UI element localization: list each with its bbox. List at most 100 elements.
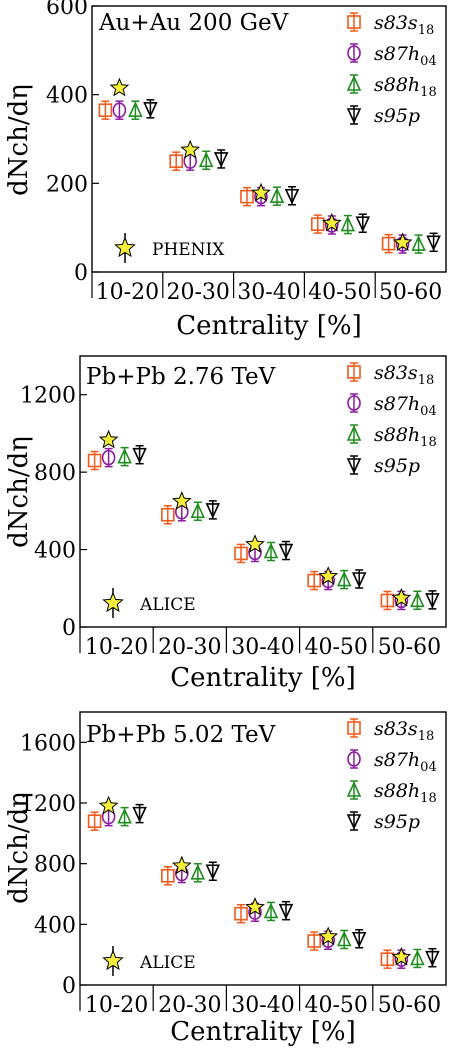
- data-point-s95p: [143, 102, 158, 118]
- data-point-s95p: [132, 447, 147, 464]
- data-point-s88h18: [410, 591, 425, 608]
- data-point-s83s18: [234, 546, 248, 561]
- x-axis-label: Centrality [%]: [170, 1017, 355, 1047]
- data-point-s88h18: [263, 542, 279, 559]
- y-tick-label: 400: [46, 84, 88, 109]
- chart-title: Pb+Pb 5.02 TeV: [86, 722, 276, 748]
- legend-label: s83s18: [374, 12, 434, 38]
- experiment-point: [391, 587, 412, 607]
- data-point-s95p: [278, 543, 294, 560]
- experiment-point: [392, 232, 413, 252]
- data-point-s83s18: [87, 814, 102, 829]
- legend-marker-s95p: [346, 108, 362, 124]
- data-point-s95p: [205, 864, 221, 881]
- experiment-point: [245, 896, 265, 916]
- data-point-s88h18: [198, 151, 214, 168]
- experiment-legend-marker: [114, 236, 136, 258]
- data-point-s83s18: [380, 952, 395, 967]
- y-tick-label: 0: [62, 974, 76, 999]
- y-tick-label: 1600: [20, 731, 76, 756]
- x-tick-label: 50-60: [379, 280, 442, 305]
- chart-panel-2: 0 400 800 1200 10-20 20-30 30-40 40-50 50-60 Cent…: [4, 355, 447, 693]
- x-tick-label: 40-50: [304, 635, 367, 660]
- data-point-s83s18: [240, 189, 254, 204]
- y-axis-label: dNch/dη: [4, 792, 34, 904]
- chart-title: Au+Au 200 GeV: [98, 10, 289, 36]
- plot-frame: [91, 5, 447, 273]
- experiment-point: [180, 139, 201, 159]
- experiment-legend-label: ALICE: [139, 953, 196, 973]
- data-point-s87h04: [112, 102, 127, 118]
- data-point-s88h18: [190, 863, 206, 880]
- legend-marker-s88h18: [346, 425, 362, 441]
- experiment-point: [98, 429, 119, 449]
- y-tick-label: 0: [62, 616, 76, 641]
- legend-marker-s88h18: [346, 781, 362, 797]
- data-point-s88h18: [340, 215, 356, 232]
- experiment-point: [245, 534, 265, 553]
- legend-marker-s95p: [346, 814, 362, 830]
- experiment-point: [318, 926, 339, 946]
- y-tick-label: 1200: [20, 384, 76, 409]
- x-tick-label: 10-20: [96, 280, 159, 305]
- data-point-s95p: [213, 152, 229, 168]
- x-axis-label: Centrality [%]: [170, 663, 355, 693]
- data-point-s83s18: [380, 593, 395, 608]
- y-axis-label: dNch/dη: [4, 84, 34, 196]
- x-tick-label: 30-40: [237, 280, 300, 305]
- x-axis-label: Centrality [%]: [176, 311, 361, 341]
- data-point-s83s18: [307, 573, 322, 588]
- chart-title: Pb+Pb 2.76 TeV: [86, 364, 276, 390]
- x-tick-label: 30-40: [231, 993, 294, 1018]
- legend-label: s87h04: [374, 749, 437, 775]
- x-tick-label: 40-50: [308, 280, 371, 305]
- legend-marker-s87h04: [347, 395, 361, 411]
- x-tick-label: 40-50: [304, 993, 367, 1018]
- plot-frame: [79, 355, 447, 628]
- y-tick-label: 0: [74, 261, 88, 286]
- y-tick-label: 800: [34, 461, 76, 486]
- experiment-legend-label: ALICE: [139, 595, 196, 615]
- y-axis-label: dNch/dη: [4, 436, 34, 548]
- data-point-s95p: [426, 235, 441, 252]
- legend-label: s83s18: [374, 362, 434, 388]
- y-tick-label: 600: [46, 0, 88, 20]
- data-point-s88h18: [336, 930, 352, 947]
- data-point-s83s18: [381, 236, 396, 251]
- data-point-s95p: [351, 572, 367, 588]
- x-tick-label: 50-60: [378, 635, 441, 660]
- data-point-s95p: [284, 188, 300, 205]
- x-tick-label: 10-20: [85, 635, 148, 660]
- legend-label: s87h04: [374, 393, 437, 419]
- data-point-s95p: [132, 806, 147, 823]
- x-tick-label: 20-30: [158, 993, 221, 1018]
- legend-label: s83s18: [374, 718, 434, 744]
- data-point-s88h18: [117, 807, 132, 824]
- data-point-s95p: [278, 903, 294, 920]
- chart-panel-3: 0 400 800 1200 1600 10-20 20-30 30-40 40-50 50-60…: [4, 711, 447, 1047]
- plot-frame: [79, 711, 447, 986]
- legend-label: s95p: [374, 455, 420, 477]
- data-point-s95p: [205, 503, 221, 519]
- x-tick-label: 20-30: [166, 280, 229, 305]
- data-point-s88h18: [190, 502, 206, 519]
- legend-label: s87h04: [374, 43, 437, 69]
- legend-marker-s87h04: [347, 751, 361, 767]
- data-point-s83s18: [307, 934, 322, 948]
- data-point-s83s18: [234, 906, 248, 921]
- experiment-legend-marker: [102, 591, 124, 613]
- legend-marker-s83s18: [347, 365, 361, 379]
- experiment-point: [321, 212, 342, 232]
- data-point-s88h18: [263, 902, 279, 919]
- data-point-s83s18: [87, 453, 102, 468]
- legend-label: s95p: [374, 811, 420, 833]
- data-point-s88h18: [128, 101, 143, 117]
- experiment-point: [171, 855, 192, 875]
- data-point-s88h18: [269, 187, 285, 203]
- legend-marker-s83s18: [347, 15, 361, 29]
- legend-label: s88h18: [374, 424, 437, 450]
- experiment-point: [251, 182, 271, 202]
- data-point-s88h18: [411, 235, 426, 251]
- x-tick-label: 10-20: [85, 993, 148, 1018]
